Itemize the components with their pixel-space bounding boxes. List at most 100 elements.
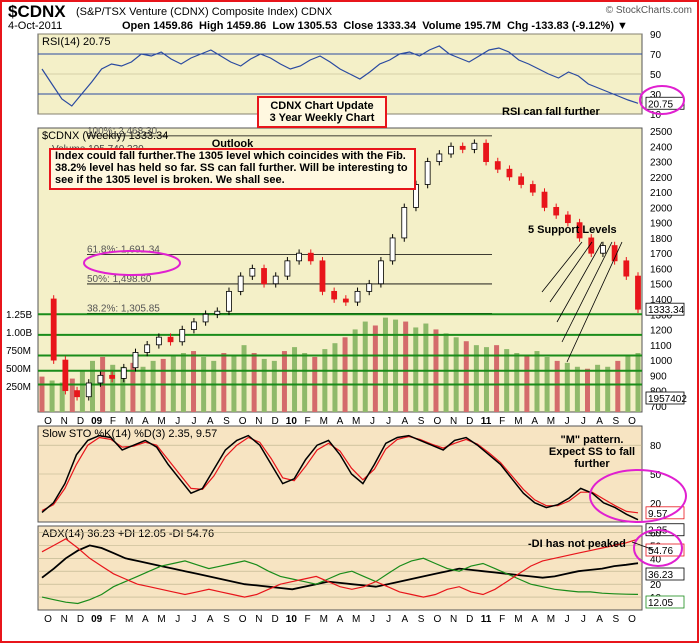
volume-bar <box>494 345 500 412</box>
candle-body <box>50 298 57 361</box>
candle-body <box>576 222 583 239</box>
panel-3-background <box>37 525 643 611</box>
x-tick-label: M <box>352 416 360 427</box>
rsi-line <box>41 45 639 107</box>
panel-1-last-label: 1333.34 <box>648 305 685 316</box>
adx-x-tick-label: S <box>612 614 619 625</box>
x-tick-label: N <box>450 416 457 427</box>
candle-body <box>635 275 641 310</box>
adx-x-tick-label: O <box>433 614 441 625</box>
adx-x-tick-label: J <box>175 614 180 625</box>
adx-x-tick-label: D <box>271 614 278 625</box>
x-tick-label: A <box>207 416 214 427</box>
volume-bar <box>271 360 277 412</box>
x-tick-label: D <box>271 416 278 427</box>
volume-bar <box>281 351 287 412</box>
panel-3-ytick: 60 <box>650 528 662 539</box>
volume-bar <box>443 333 449 412</box>
adx-x-tick-label: M <box>352 614 360 625</box>
x-tick-label: N <box>61 416 68 427</box>
panel-0-ytick: 30 <box>650 90 662 101</box>
candle-body <box>214 310 221 315</box>
x-tick-label: O <box>628 416 636 427</box>
candle-body <box>272 275 279 285</box>
adx-x-tick-label: J <box>192 614 197 625</box>
adx-x-tick-label: F <box>110 614 116 625</box>
outlook-body: Index could fall further.The 1305 level … <box>55 150 408 186</box>
panel-0-ytick: 70 <box>650 50 662 61</box>
adx-x-tick-label: A <box>531 614 538 625</box>
panel-0-last-label: 20.75 <box>648 99 673 110</box>
x-tick-label: J <box>192 416 197 427</box>
volume-bar <box>423 323 429 412</box>
price-ytick: 2500 <box>650 127 673 138</box>
x-tick-label: A <box>596 416 603 427</box>
volume-bar <box>463 341 469 412</box>
x-tick-label: M <box>157 416 165 427</box>
candle-body <box>354 290 361 303</box>
volume-bar <box>211 360 217 412</box>
index-name: (S&P/TSX Venture (CDNX) Composite Index)… <box>76 6 333 18</box>
volume-bar <box>191 351 197 412</box>
candle-body <box>307 252 314 262</box>
candle-body <box>518 176 525 185</box>
volume-bar <box>110 364 116 412</box>
x-tick-label: D <box>77 416 84 427</box>
candle-body <box>378 260 384 285</box>
volume-bar <box>403 321 409 412</box>
candle-body <box>179 329 186 343</box>
candle-body <box>226 290 232 312</box>
panel-0-ytick: 10 <box>650 110 662 121</box>
candle-body <box>448 145 454 155</box>
adx-x-tick-label: S <box>223 614 230 625</box>
rsi-note: RSI can fall further <box>502 106 600 118</box>
volume-bar <box>59 382 65 412</box>
adx-x-tick-label: F <box>305 614 311 625</box>
volume-bar <box>554 360 560 412</box>
x-tick-label: J <box>175 416 180 427</box>
price-ytick: 2000 <box>650 203 673 214</box>
x-tick-label: D <box>466 416 473 427</box>
adx-highlight-ellipse <box>633 529 683 567</box>
volume-bar <box>292 347 298 412</box>
panel-3-ytick: 20 <box>650 580 662 591</box>
x-tick-label: J <box>386 416 391 427</box>
title-line-1: CDNX Chart Update <box>270 100 374 112</box>
volume-bar <box>473 345 479 412</box>
panel-2-last-label: 2.35 <box>648 526 668 537</box>
adx-x-tick-label: A <box>402 614 409 625</box>
sto-highlight-ellipse <box>589 469 687 523</box>
candle-body <box>401 206 408 239</box>
adx-x-tick-label: 11 <box>481 614 492 625</box>
volume-axis-label: 250M <box>6 382 31 393</box>
volume-axis-label: 500M <box>6 364 31 375</box>
price-ytick: 1000 <box>650 356 673 367</box>
candle-body <box>74 390 80 398</box>
x-tick-label: N <box>255 416 262 427</box>
candle-body <box>296 252 302 262</box>
volume-bar <box>514 353 520 412</box>
panel-1-last-label-box <box>645 391 685 405</box>
candle-body <box>191 321 197 330</box>
volume-bar <box>90 360 96 412</box>
adx-x-tick-label: M <box>157 614 165 625</box>
candle-body <box>553 206 560 216</box>
panel-2-last-label: 9.57 <box>648 509 668 520</box>
volume-bar <box>140 366 146 412</box>
candle-body <box>284 260 291 277</box>
candle-body <box>541 191 548 208</box>
panel-3-last-label: 12.05 <box>648 598 673 609</box>
price-ytick: 700 <box>650 402 667 413</box>
x-tick-label: S <box>612 416 619 427</box>
adx-x-tick-label: J <box>370 614 375 625</box>
x-tick-label: J <box>581 416 586 427</box>
candle-body <box>459 145 466 150</box>
sto-note: "M" pattern. Expect SS to fall further <box>548 434 636 470</box>
candle-body <box>144 344 151 353</box>
x-tick-label: O <box>239 416 247 427</box>
volume-axis-label: 1.00B <box>6 328 32 339</box>
candle-body <box>237 275 244 292</box>
volume-bar <box>534 351 540 412</box>
volume-bar <box>615 360 621 412</box>
copyright: © StockCharts.com <box>605 5 692 16</box>
